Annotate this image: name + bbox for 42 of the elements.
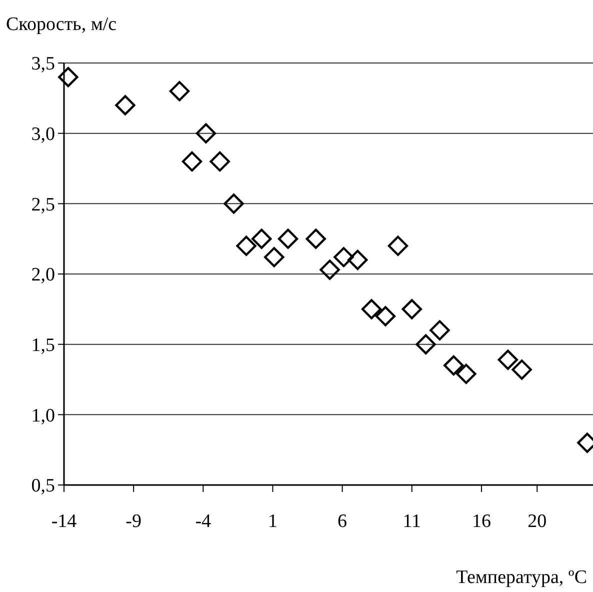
x-tick-label: -14 xyxy=(51,511,78,532)
y-tick-label: 1,5 xyxy=(31,334,55,356)
point xyxy=(402,299,422,320)
x-tick-label: 20 xyxy=(528,511,547,532)
point xyxy=(348,250,368,270)
point xyxy=(334,247,354,268)
y-tick-label: 3,5 xyxy=(31,54,55,75)
point xyxy=(210,151,230,172)
x-tick-label: 1 xyxy=(268,511,278,532)
point xyxy=(196,123,216,144)
x-axis-title: Температура, ºC xyxy=(456,567,587,588)
point xyxy=(456,364,476,384)
x-tick-label: 16 xyxy=(472,511,491,532)
point xyxy=(444,355,464,376)
y-tick-label: 1,0 xyxy=(31,405,55,426)
x-tick-label: 6 xyxy=(338,511,348,532)
y-tick-label: 2,5 xyxy=(31,194,55,216)
point xyxy=(115,95,136,116)
point xyxy=(182,151,202,172)
point xyxy=(278,228,298,249)
point xyxy=(224,194,244,214)
y-axis-title: Скорость, м/с xyxy=(6,14,117,35)
point xyxy=(236,236,256,256)
point xyxy=(375,306,396,326)
x-tick-label: 11 xyxy=(402,511,422,532)
point xyxy=(416,334,436,354)
point xyxy=(306,228,326,249)
x-tick-label: -4 xyxy=(195,511,212,532)
point xyxy=(58,66,78,88)
x-tick-label: -9 xyxy=(126,511,142,532)
point xyxy=(498,350,518,370)
point xyxy=(264,247,284,268)
point xyxy=(361,299,382,320)
point xyxy=(169,81,190,102)
point xyxy=(512,360,532,380)
point xyxy=(430,320,450,340)
point xyxy=(252,228,272,249)
y-tick-label: 2,0 xyxy=(31,264,55,286)
y-tick-label: 0,5 xyxy=(31,476,55,497)
y-tick-label: 3,0 xyxy=(31,124,55,145)
point xyxy=(388,236,408,256)
point xyxy=(320,260,340,280)
